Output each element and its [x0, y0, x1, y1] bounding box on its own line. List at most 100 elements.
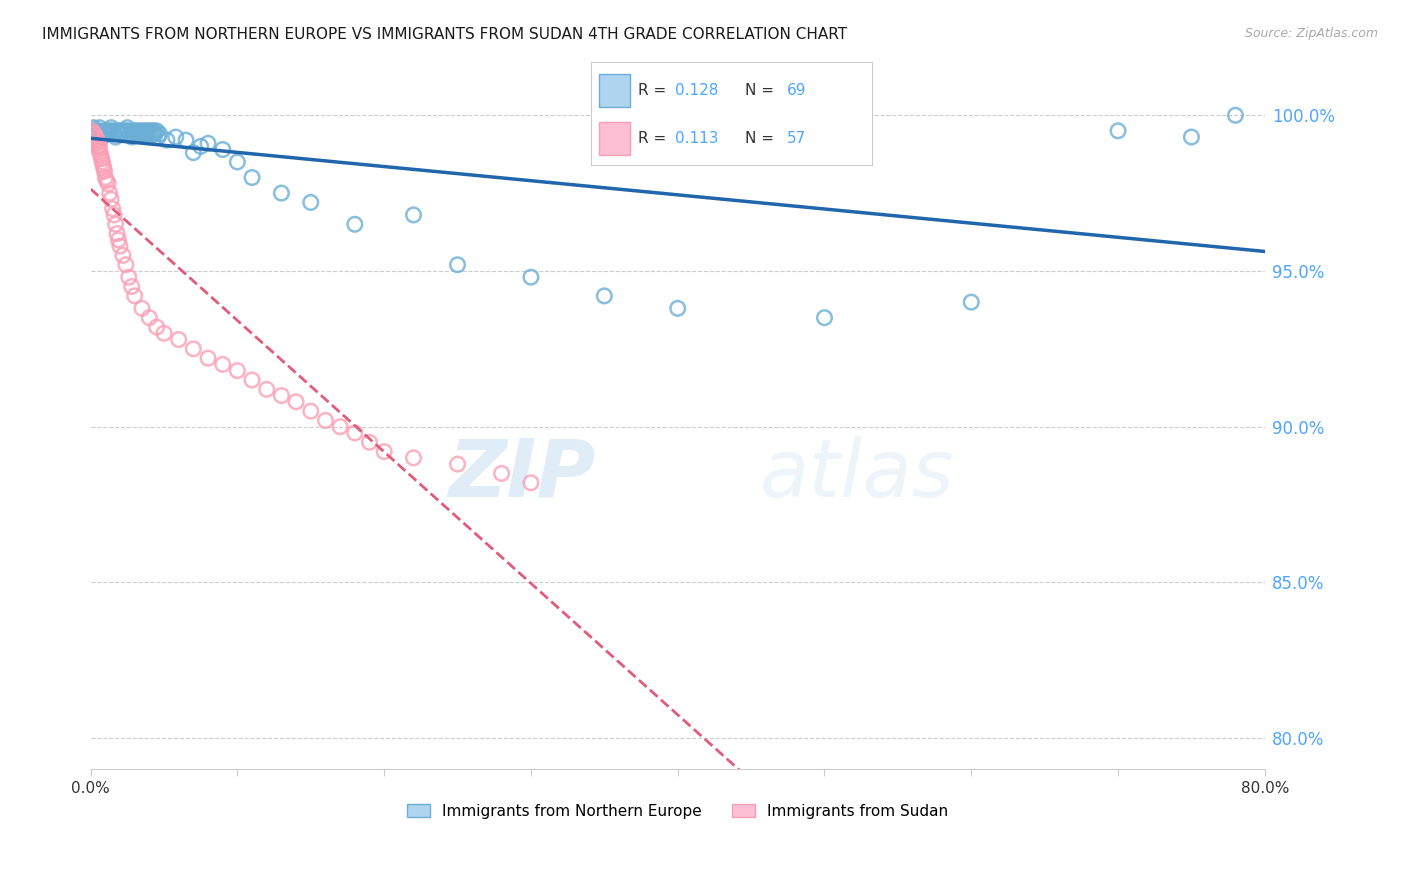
- Point: [446, 457, 468, 471]
- Point: [141, 127, 163, 141]
- Point: [89, 145, 111, 160]
- Point: [128, 124, 150, 138]
- Point: [197, 136, 219, 151]
- Point: [84, 130, 107, 145]
- Point: [83, 130, 105, 145]
- Point: [105, 227, 128, 241]
- Point: [111, 248, 134, 262]
- Point: [359, 435, 381, 450]
- Point: [520, 475, 543, 490]
- Point: [146, 130, 169, 145]
- Point: [97, 177, 120, 191]
- Point: [402, 208, 425, 222]
- Point: [87, 124, 110, 138]
- Point: [91, 155, 114, 169]
- Point: [83, 127, 105, 141]
- Point: [165, 130, 187, 145]
- Point: [190, 139, 212, 153]
- Point: [111, 124, 134, 138]
- Point: [91, 158, 114, 172]
- Point: [156, 133, 179, 147]
- Point: [593, 289, 616, 303]
- Point: [666, 301, 689, 316]
- Point: [270, 388, 292, 402]
- Point: [89, 139, 111, 153]
- Point: [100, 120, 122, 135]
- Point: [402, 450, 425, 465]
- Point: [118, 124, 141, 138]
- Point: [93, 124, 115, 138]
- Point: [211, 358, 233, 372]
- Point: [240, 373, 263, 387]
- Point: [129, 127, 152, 141]
- FancyBboxPatch shape: [599, 122, 630, 155]
- Point: [1107, 124, 1129, 138]
- Point: [131, 301, 153, 316]
- Point: [104, 130, 127, 145]
- Point: [86, 133, 108, 147]
- Point: [211, 143, 233, 157]
- Point: [120, 127, 142, 141]
- Point: [314, 413, 336, 427]
- Point: [84, 133, 107, 147]
- Point: [86, 136, 108, 151]
- Point: [139, 124, 162, 138]
- Text: R =: R =: [638, 131, 672, 146]
- Point: [96, 174, 118, 188]
- Point: [117, 120, 139, 135]
- Text: ZIP: ZIP: [449, 436, 596, 514]
- Point: [813, 310, 835, 325]
- Text: 0.128: 0.128: [675, 83, 718, 97]
- Text: 69: 69: [787, 83, 807, 97]
- Point: [145, 124, 167, 138]
- Point: [446, 258, 468, 272]
- Point: [90, 152, 112, 166]
- Point: [138, 310, 160, 325]
- Text: N =: N =: [745, 131, 779, 146]
- Point: [520, 270, 543, 285]
- Point: [84, 124, 107, 138]
- Point: [343, 425, 366, 440]
- Point: [226, 155, 249, 169]
- Point: [105, 124, 128, 138]
- Point: [83, 120, 105, 135]
- Point: [90, 149, 112, 163]
- Point: [124, 127, 146, 141]
- Point: [122, 124, 145, 138]
- Point: [93, 164, 115, 178]
- Point: [1225, 108, 1247, 122]
- Point: [135, 127, 157, 141]
- Point: [115, 258, 138, 272]
- Point: [103, 127, 125, 141]
- Point: [136, 124, 159, 138]
- Point: [343, 217, 366, 231]
- Point: [127, 127, 149, 141]
- Point: [115, 124, 138, 138]
- Point: [183, 145, 205, 160]
- Point: [107, 127, 129, 141]
- Point: [118, 270, 141, 285]
- Point: [94, 127, 117, 141]
- Point: [124, 289, 146, 303]
- Point: [285, 394, 308, 409]
- Point: [101, 202, 124, 216]
- Text: R =: R =: [638, 83, 672, 97]
- Point: [94, 170, 117, 185]
- Point: [491, 467, 513, 481]
- Point: [145, 320, 167, 334]
- Point: [97, 127, 120, 141]
- Point: [82, 127, 104, 141]
- Point: [142, 124, 165, 138]
- Text: IMMIGRANTS FROM NORTHERN EUROPE VS IMMIGRANTS FROM SUDAN 4TH GRADE CORRELATION C: IMMIGRANTS FROM NORTHERN EUROPE VS IMMIG…: [42, 27, 848, 42]
- Text: Source: ZipAtlas.com: Source: ZipAtlas.com: [1244, 27, 1378, 40]
- Point: [226, 364, 249, 378]
- Point: [960, 295, 983, 310]
- Point: [373, 444, 395, 458]
- Point: [110, 127, 132, 141]
- Point: [132, 127, 155, 141]
- Point: [270, 186, 292, 200]
- Point: [329, 419, 352, 434]
- Point: [98, 124, 121, 138]
- Point: [108, 239, 131, 253]
- Point: [87, 139, 110, 153]
